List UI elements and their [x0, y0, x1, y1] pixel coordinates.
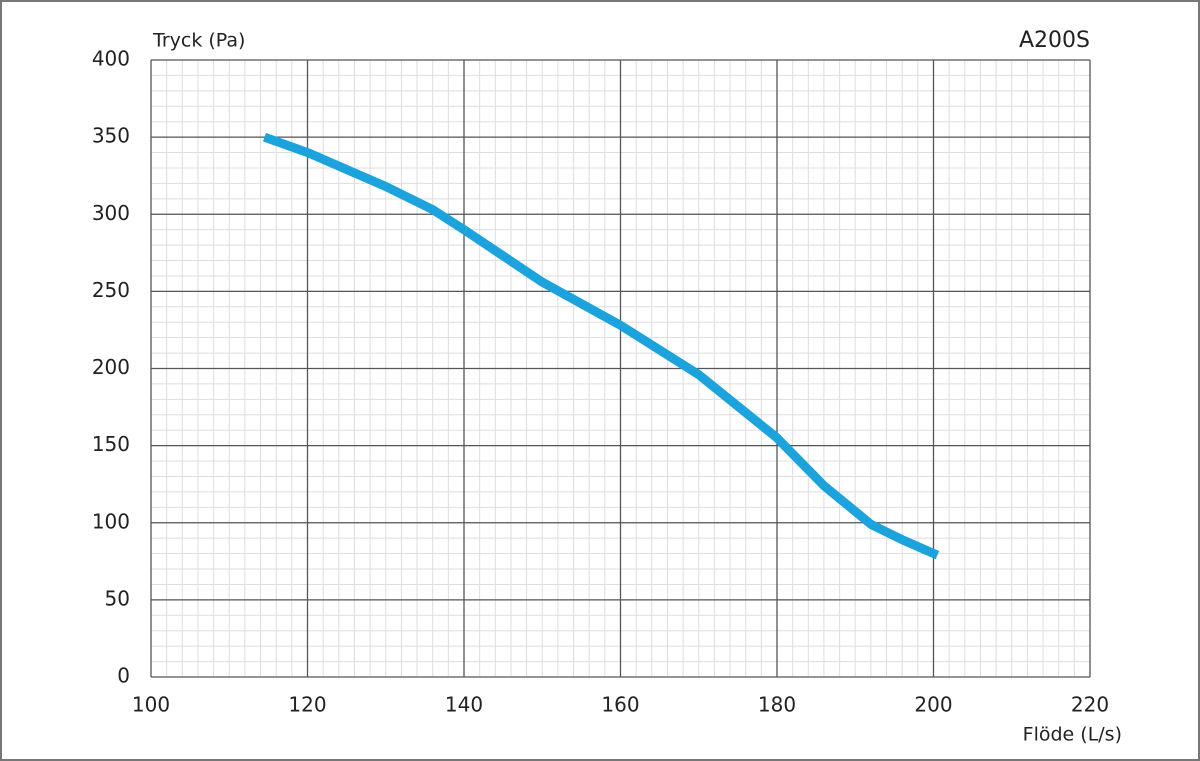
y-tick-label: 100	[92, 509, 130, 533]
y-axis-label: Tryck (Pa)	[152, 30, 245, 52]
x-tick-label: 120	[288, 693, 326, 717]
y-tick-label: 0	[117, 664, 130, 688]
x-tick-label: 160	[601, 693, 639, 717]
y-tick-label: 300	[92, 201, 130, 225]
x-axis-label: Flöde (L/s)	[1023, 724, 1122, 746]
grid	[150, 59, 1091, 678]
y-tick-label: 200	[92, 355, 130, 379]
y-tick-label: 250	[92, 278, 130, 302]
y-tick-label: 350	[92, 124, 130, 148]
y-tick-label: 400	[92, 47, 130, 71]
chart-title: A200S	[1019, 28, 1090, 53]
data-line	[262, 132, 940, 560]
x-tick-label: 180	[758, 693, 796, 717]
x-tick-label: 140	[445, 693, 483, 717]
y-tick-label: 150	[92, 432, 130, 456]
x-tick-label: 100	[132, 693, 170, 717]
x-tick-label: 200	[914, 693, 952, 717]
y-tick-label: 50	[105, 586, 130, 610]
x-tick-label: 220	[1071, 693, 1109, 717]
